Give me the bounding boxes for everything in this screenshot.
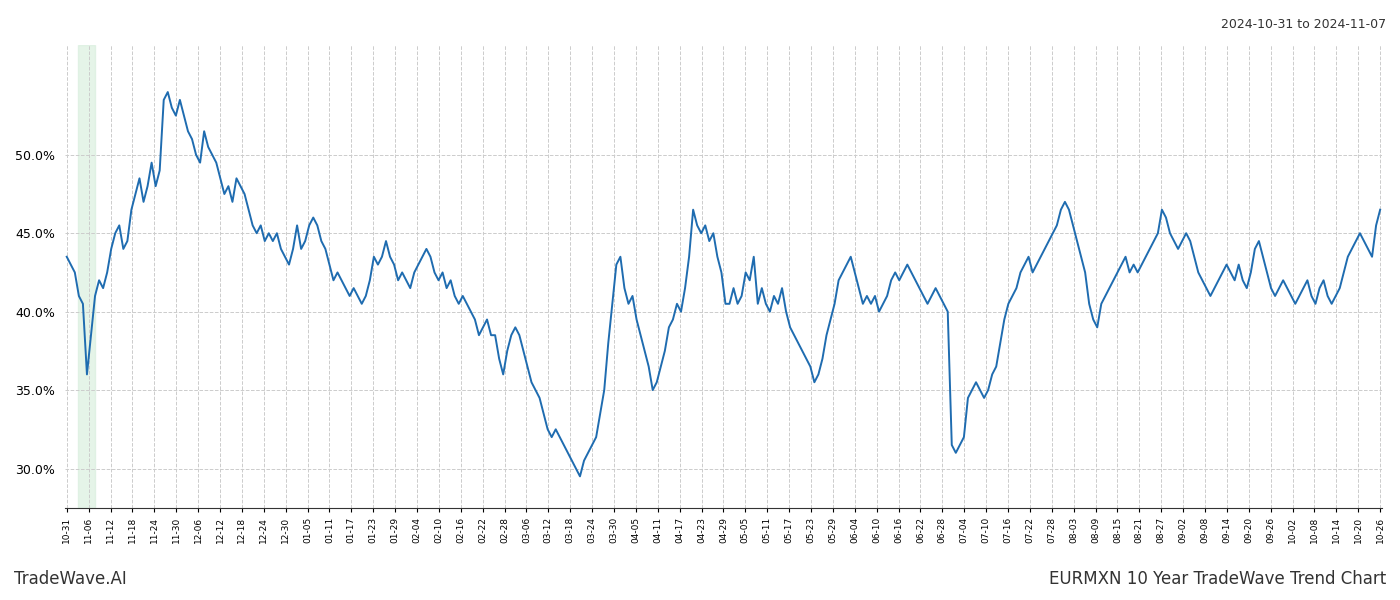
Text: 2024-10-31 to 2024-11-07: 2024-10-31 to 2024-11-07: [1221, 18, 1386, 31]
Text: EURMXN 10 Year TradeWave Trend Chart: EURMXN 10 Year TradeWave Trend Chart: [1049, 570, 1386, 588]
Bar: [77, 45, 95, 508]
Text: TradeWave.AI: TradeWave.AI: [14, 570, 127, 588]
